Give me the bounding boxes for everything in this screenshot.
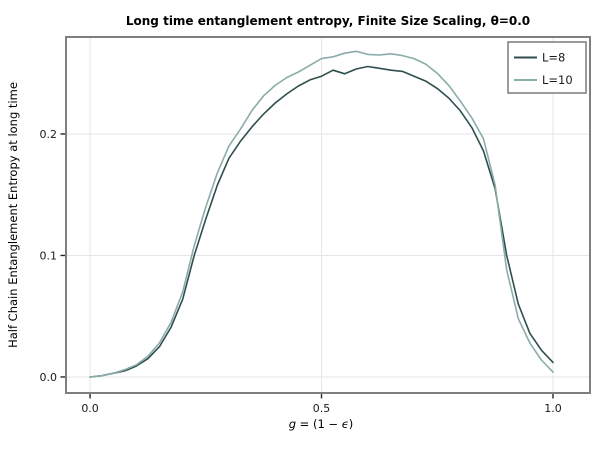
x-label-var-g: g — [289, 417, 296, 431]
x-tick-label: 0.5 — [313, 402, 331, 415]
y-tick-label: 0.1 — [40, 249, 58, 262]
x-label-equals: = (1 − — [296, 417, 342, 431]
x-label-close-paren: ) — [349, 417, 354, 431]
x-axis-label: g = (1 − ϵ) — [289, 417, 354, 431]
x-tick-label: 1.0 — [544, 402, 562, 415]
plot-area: 0.0 0.5 1.0 0.0 0.1 0.2 — [40, 36, 591, 415]
series-line-L=8 — [89, 65, 554, 378]
y-tick-label: 0.0 — [40, 371, 58, 384]
legend-label-L10: L=10 — [542, 73, 573, 87]
x-tick-label: 0.0 — [81, 402, 99, 415]
chart-title: Long time entanglement entropy, Finite S… — [126, 14, 530, 28]
legend-label-L8: L=8 — [542, 51, 565, 65]
y-tick-label: 0.2 — [40, 128, 58, 141]
legend-box — [507, 41, 587, 94]
y-axis-label: Half Chain Entanglement Entropy at long … — [6, 82, 20, 348]
plot-frame — [65, 36, 591, 394]
series-line-L=10 — [89, 50, 554, 378]
legend: L=8 L=10 — [507, 41, 587, 94]
x-label-epsilon: ϵ — [342, 417, 349, 431]
